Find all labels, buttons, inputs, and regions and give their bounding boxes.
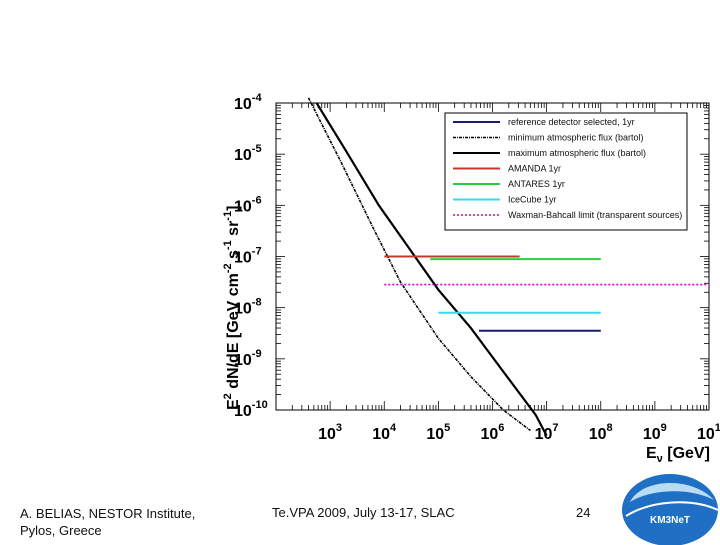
x-tick-label: 106: [481, 422, 505, 443]
logo-highlight: [630, 482, 714, 502]
y-tick-label: 10-4: [234, 92, 262, 113]
x-tick-label: 108: [589, 422, 613, 443]
footer-author: A. BELIAS, NESTOR Institute, Pylos, Gree…: [20, 505, 195, 539]
x-tick-label: 105: [426, 422, 450, 443]
legend-label-1: minimum atmospheric flux (bartol): [508, 133, 644, 143]
series-layer: [307, 97, 709, 437]
series-line-2: [315, 102, 548, 437]
x-tick-label: 104: [372, 422, 397, 443]
x-axis-title: Eν [GeV]: [646, 445, 710, 465]
y-tick-label: 10-7: [234, 246, 262, 267]
x-tick-label: 107: [535, 422, 559, 443]
y-tick-label: 10-6: [234, 194, 262, 215]
legend-label-5: IceCube 1yr: [508, 195, 557, 205]
legend-label-3: AMANDA 1yr: [508, 164, 561, 174]
legend-box: [444, 112, 688, 231]
y-tick-label: 10-5: [234, 143, 262, 164]
y-tick-label: 10-8: [234, 297, 262, 318]
legend-label-6: Waxman-Bahcall limit (transparent source…: [508, 210, 682, 220]
y-axis-title: E2 dN/dE [GeV cm-2 s-1 sr-1]: [222, 206, 242, 410]
footer-author-line1: A. BELIAS, NESTOR Institute,: [20, 506, 196, 521]
y-tick-label: 10-10: [234, 399, 268, 420]
x-tick-label: 109: [643, 422, 667, 443]
y-tick-label: 10-9: [234, 348, 262, 369]
logo-swoosh: [625, 501, 719, 517]
legend: reference detector selected, 1yr minimum …: [444, 112, 688, 231]
footer-conference: Te.VPA 2009, July 13-17, SLAC: [272, 505, 455, 520]
km3net-logo: KM3NeT: [622, 474, 719, 545]
logo-text: KM3NeT: [650, 515, 690, 526]
legend-label-4: ANTARES 1yr: [508, 179, 565, 189]
legend-label-0: reference detector selected, 1yr: [508, 117, 635, 127]
page-number: 24: [576, 505, 591, 520]
footer-author-line2: Pylos, Greece: [20, 523, 102, 538]
series-line-1: [307, 97, 531, 432]
y-tick-labels: 10-4 10-5 10-6 10-7 10-8 10-9 10-10: [234, 92, 268, 420]
x-tick-label: 103: [318, 422, 342, 443]
legend-label-2: maximum atmospheric flux (bartol): [508, 148, 646, 158]
